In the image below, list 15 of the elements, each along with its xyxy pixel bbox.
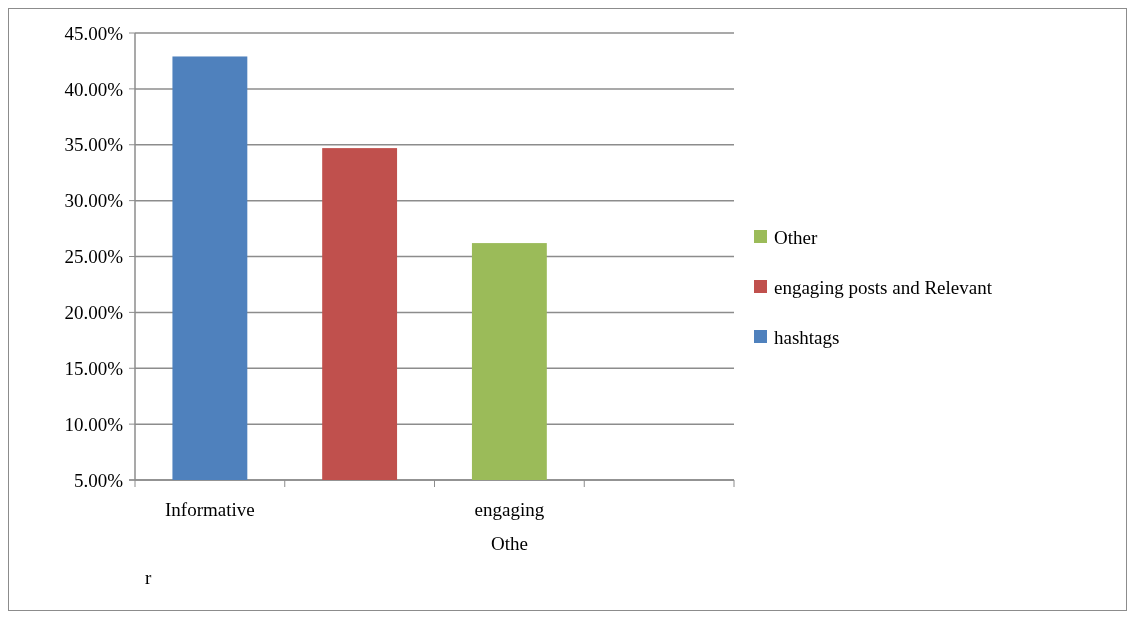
legend-label: hashtags bbox=[774, 326, 840, 348]
y-tick-label: 20.00% bbox=[64, 302, 124, 324]
y-tick-label: 30.00% bbox=[64, 190, 124, 212]
y-tick-label: 5.00% bbox=[73, 469, 124, 491]
y-tick-label: 40.00% bbox=[64, 78, 124, 100]
y-tick-label: 45.00% bbox=[64, 22, 124, 44]
x-tick-label: engaging Othe bbox=[474, 499, 545, 554]
legend-label: Other bbox=[774, 226, 818, 248]
y-tick-label: 25.00% bbox=[64, 246, 124, 268]
y-tick-label: 15.00% bbox=[64, 357, 124, 379]
legend-label: engaging posts and Relevant bbox=[774, 276, 993, 298]
y-tick-label: 35.00% bbox=[64, 134, 124, 156]
text: r bbox=[145, 567, 152, 588]
y-tick-label: 10.00% bbox=[64, 413, 124, 435]
x-tick-label: Informative bbox=[165, 499, 255, 520]
